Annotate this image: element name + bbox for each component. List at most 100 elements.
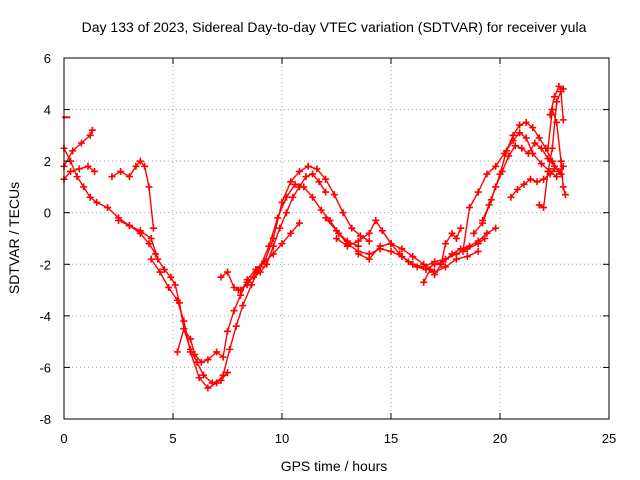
data-point-marker	[498, 167, 506, 175]
data-point-marker	[295, 183, 303, 191]
x-axis-label: GPS time / hours	[281, 458, 388, 474]
data-point-marker	[413, 263, 421, 271]
data-point-marker	[404, 258, 412, 266]
data-point-marker	[551, 93, 558, 101]
data-point-marker	[191, 351, 199, 359]
data-point-marker	[224, 327, 231, 335]
data-point-marker	[73, 173, 81, 181]
series-line	[335, 219, 497, 271]
data-point-marker	[365, 237, 373, 245]
data-point-marker	[125, 173, 133, 181]
data-point-marker	[204, 384, 212, 392]
data-point-marker	[200, 371, 208, 379]
data-point-marker	[537, 144, 545, 152]
data-point-marker	[197, 358, 205, 366]
data-point-marker	[167, 273, 175, 281]
data-point-marker	[232, 322, 240, 330]
data-point-marker	[553, 118, 561, 126]
data-point-marker	[278, 198, 286, 206]
data-point-marker	[154, 255, 162, 263]
data-point-marker	[180, 325, 188, 333]
y-tick-label: 2	[44, 154, 51, 169]
data-point-marker	[165, 283, 173, 291]
data-point-marker	[295, 219, 303, 227]
data-point-marker	[348, 224, 356, 232]
data-point-marker	[180, 317, 188, 325]
data-point-marker	[67, 167, 75, 175]
axis-ticks: 0 5 10 15 20 25 -8 -6 -4 -2 0 2 4 6	[39, 51, 616, 446]
x-tick-label: 15	[384, 431, 398, 446]
data-point-marker	[91, 167, 99, 175]
data-point-marker	[431, 260, 439, 268]
data-point-marker	[505, 152, 513, 160]
data-point-marker	[333, 227, 340, 235]
data-point-marker	[516, 129, 524, 137]
data-point-marker	[84, 162, 92, 170]
data-point-marker	[69, 147, 77, 155]
data-point-marker	[522, 134, 530, 142]
data-point-marker	[376, 242, 384, 250]
data-point-marker	[282, 209, 290, 217]
series-line	[150, 183, 359, 389]
y-tick-label: 4	[44, 103, 51, 118]
data-point-marker	[125, 222, 133, 230]
data-point-marker	[553, 98, 561, 106]
data-point-marker	[356, 232, 364, 240]
data-point-marker	[442, 263, 449, 271]
data-point-marker	[544, 167, 552, 175]
y-tick-label: 6	[44, 51, 51, 66]
data-point-marker	[561, 191, 569, 199]
data-point-marker	[269, 242, 277, 250]
data-point-marker	[474, 188, 482, 196]
data-point-marker	[378, 227, 386, 235]
data-point-marker	[219, 353, 227, 361]
data-point-marker	[553, 173, 561, 181]
data-point-marker	[372, 216, 380, 224]
y-tick-label: -4	[39, 309, 51, 324]
data-point-marker	[147, 235, 155, 242]
data-point-marker	[117, 167, 125, 175]
data-point-marker	[309, 170, 317, 178]
data-point-marker	[420, 260, 428, 268]
data-point-marker	[173, 296, 181, 304]
data-point-marker	[149, 224, 157, 232]
data-point-marker	[315, 178, 323, 186]
data-point-marker	[537, 160, 545, 168]
data-point-marker	[239, 302, 247, 310]
x-tick-label: 0	[60, 431, 67, 446]
data-point-marker	[93, 198, 101, 206]
y-axis-label: SDTVAR / TECUs	[6, 182, 22, 294]
data-point-marker	[555, 82, 563, 90]
data-series	[60, 82, 569, 392]
data-point-marker	[86, 131, 94, 139]
data-point-marker	[551, 165, 558, 173]
data-point-marker	[213, 379, 221, 387]
data-point-marker	[483, 170, 491, 178]
data-point-marker	[507, 193, 515, 201]
data-point-marker	[75, 165, 83, 173]
data-point-marker	[145, 240, 153, 248]
data-point-marker	[302, 173, 310, 181]
data-point-marker	[230, 307, 238, 315]
data-point-marker	[485, 201, 493, 209]
data-point-marker	[224, 268, 231, 276]
data-point-marker	[420, 278, 428, 286]
series-line	[117, 219, 229, 384]
data-point-marker	[557, 170, 565, 178]
x-tick-label: 10	[275, 431, 289, 446]
data-point-marker	[426, 265, 434, 273]
data-point-marker	[224, 369, 231, 377]
data-point-marker	[186, 348, 194, 356]
series-line	[510, 168, 556, 198]
data-point-marker	[531, 139, 539, 147]
data-point-marker	[339, 209, 347, 217]
data-point-marker	[354, 250, 362, 258]
chart-title: Day 133 of 2023, Sidereal Day-to-day VTE…	[82, 19, 587, 35]
data-point-marker	[289, 193, 297, 201]
data-point-marker	[511, 142, 519, 150]
data-point-marker	[535, 134, 543, 142]
data-point-marker	[540, 204, 548, 212]
data-point-marker	[387, 247, 395, 255]
data-point-marker	[269, 250, 277, 258]
